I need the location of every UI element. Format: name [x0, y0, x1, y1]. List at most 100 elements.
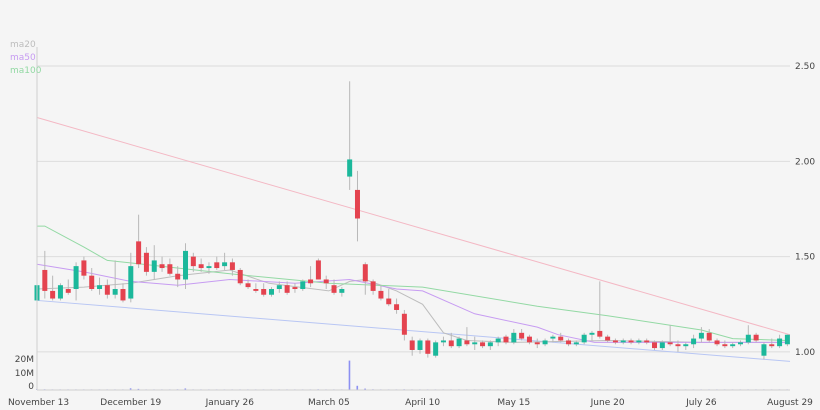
candle-up — [112, 289, 118, 295]
volume-tick-label: 0 — [28, 382, 34, 392]
candle-down — [50, 290, 56, 299]
candle-up — [456, 338, 462, 347]
volume-bar — [364, 388, 366, 390]
candle-up — [550, 336, 556, 339]
candle-up — [691, 338, 697, 345]
volume-tick-label: 20M — [15, 355, 34, 365]
candle-down — [42, 269, 48, 291]
candle-up — [339, 289, 345, 293]
candle-up — [128, 266, 134, 299]
candle-up — [183, 250, 189, 280]
volume-bars — [36, 360, 788, 390]
candle-down — [167, 264, 173, 274]
trendline — [36, 117, 791, 336]
legend-ma100: ma100 — [10, 66, 42, 76]
candles — [34, 81, 790, 360]
candle-down — [362, 264, 368, 282]
ma100-line — [37, 225, 788, 341]
candle-up — [97, 285, 103, 290]
legend: ma20 ma50 ma100 — [10, 40, 42, 76]
volume-bar — [129, 388, 132, 390]
candle-down — [706, 332, 712, 341]
candle-up — [761, 344, 767, 356]
candle-down — [534, 342, 540, 345]
candle-up — [300, 281, 306, 290]
moving-average-lines — [36, 225, 788, 343]
candle-down — [159, 264, 165, 269]
candle-up — [737, 342, 743, 345]
candle-down — [315, 260, 321, 280]
candle-down — [612, 340, 618, 343]
volume-bar — [137, 388, 140, 390]
x-tick-label: December 19 — [100, 398, 161, 408]
y-tick-label: 1.00 — [795, 348, 815, 358]
candle-down — [566, 340, 572, 345]
candle-down — [667, 342, 673, 345]
candle-down — [409, 340, 415, 350]
candle-down — [65, 289, 71, 293]
candle-down — [425, 340, 431, 354]
candle-up — [222, 262, 228, 267]
candle-down — [401, 313, 407, 335]
candle-down — [214, 262, 220, 269]
candle-down — [605, 336, 611, 341]
candle-up — [57, 285, 63, 299]
candle-down — [448, 340, 454, 347]
candle-up — [487, 342, 493, 347]
candle-down — [480, 342, 486, 347]
candle-up — [542, 340, 548, 345]
x-tick-label: January 26 — [205, 398, 255, 408]
candle-down — [526, 336, 532, 343]
candle-up — [589, 332, 595, 335]
x-tick-label: April 10 — [405, 398, 440, 408]
candle-down — [394, 304, 400, 310]
volume-tick-label: 10M — [15, 369, 34, 379]
candle-up — [472, 342, 478, 345]
x-tick-label: August 29 — [767, 398, 813, 408]
candle-up — [620, 340, 626, 343]
candle-up — [206, 266, 212, 269]
candle-down — [81, 260, 87, 276]
candle-up — [698, 332, 704, 339]
candle-up — [276, 285, 282, 290]
x-tick-label: November 13 — [8, 398, 69, 408]
candle-down — [652, 342, 658, 349]
candle-down — [331, 285, 337, 293]
candle-up — [73, 266, 79, 290]
candle-down — [253, 289, 259, 291]
candle-down — [519, 332, 525, 339]
axes: 1.00 1.50 2.00 2.50 0 10M 20M November 13 Decemb… — [8, 47, 815, 408]
legend-ma50: ma50 — [10, 53, 36, 63]
candle-down — [354, 189, 360, 219]
candle-up — [573, 342, 579, 345]
candle-down — [175, 273, 181, 280]
gridlines — [37, 65, 790, 353]
candle-down — [714, 340, 720, 345]
candle-up — [659, 342, 665, 349]
candle-down — [237, 269, 243, 284]
candle-down — [503, 336, 509, 343]
candle-down — [245, 283, 251, 288]
candle-up — [347, 159, 353, 177]
candle-down — [104, 285, 110, 295]
candle-up — [151, 260, 157, 272]
volume-bar — [356, 385, 359, 390]
candle-down — [143, 252, 149, 272]
y-tick-label: 2.50 — [795, 62, 815, 72]
candle-up — [440, 340, 446, 343]
y-tick-label: 1.50 — [795, 253, 815, 263]
trendline — [36, 299, 791, 362]
candle-down — [198, 264, 204, 269]
candle-down — [644, 340, 650, 343]
x-tick-label: June 20 — [590, 398, 625, 408]
candle-down — [323, 279, 329, 284]
candle-up — [683, 344, 689, 347]
volume-bar — [348, 360, 351, 390]
candle-down — [284, 285, 290, 293]
x-tick-label: May 15 — [497, 398, 530, 408]
candle-down — [769, 344, 775, 347]
trendlines — [36, 117, 791, 362]
candle-up — [636, 340, 642, 343]
x-tick-label: July 26 — [685, 398, 717, 408]
